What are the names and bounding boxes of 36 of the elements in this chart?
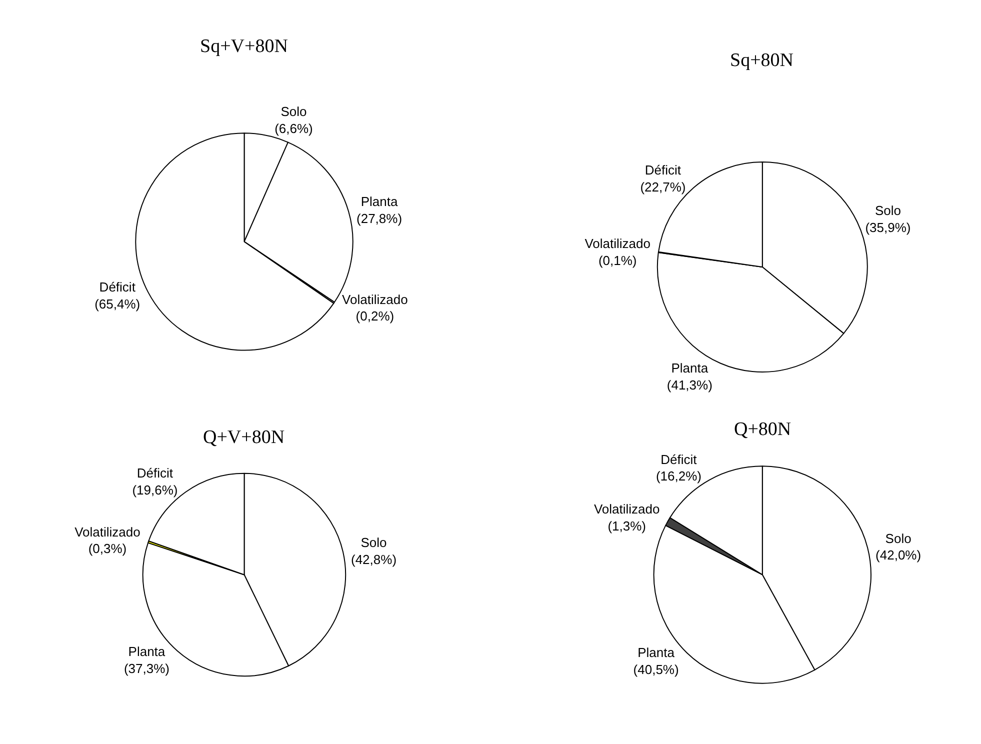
slice-label: Solo	[874, 203, 901, 218]
data-label: (41,3%)	[666, 378, 712, 393]
slice-label: Solo	[885, 530, 912, 546]
data-label: (40,5%)	[633, 662, 679, 677]
slice-label: Solo	[360, 535, 387, 550]
slice-label: Solo	[280, 104, 307, 120]
data-label: (37,3%)	[124, 660, 170, 676]
data-label: (27,8%)	[356, 211, 402, 226]
slice-label: Volatilizado	[74, 524, 140, 540]
slice-label: Déficit	[99, 280, 136, 295]
chart-title: Sq+80N	[730, 50, 794, 71]
data-label: (65,4%)	[94, 296, 140, 312]
data-label: (42,0%)	[876, 548, 922, 563]
data-label: (1,3%)	[608, 518, 646, 534]
slice-label: Planta	[638, 644, 676, 660]
chart-title: Q+V+80N	[203, 427, 285, 448]
slice-label: Volatilizado	[342, 292, 408, 307]
data-label: (0,3%)	[88, 541, 127, 556]
data-label: (42,8%)	[351, 552, 397, 568]
data-label: (19,6%)	[132, 482, 178, 498]
chart-title: Q+80N	[734, 419, 792, 440]
slice-label: Planta	[128, 644, 166, 660]
chart-title: Sq+V+80N	[200, 36, 288, 57]
data-label: (0,2%)	[356, 308, 394, 324]
data-label: (6,6%)	[274, 121, 313, 136]
slice-label: Planta	[360, 194, 398, 210]
slice-label: Déficit	[644, 162, 682, 178]
data-label: (16,2%)	[656, 468, 702, 484]
slice-label: Volatilizado	[584, 236, 650, 251]
slice-label: Volatilizado	[594, 502, 660, 517]
data-label: (35,9%)	[865, 220, 911, 236]
slice-label: Déficit	[660, 452, 698, 467]
slice-label: Déficit	[136, 465, 174, 480]
data-label: (22,7%)	[640, 179, 686, 194]
slice-label: Planta	[671, 360, 709, 376]
data-label: (0,1%)	[598, 252, 637, 268]
